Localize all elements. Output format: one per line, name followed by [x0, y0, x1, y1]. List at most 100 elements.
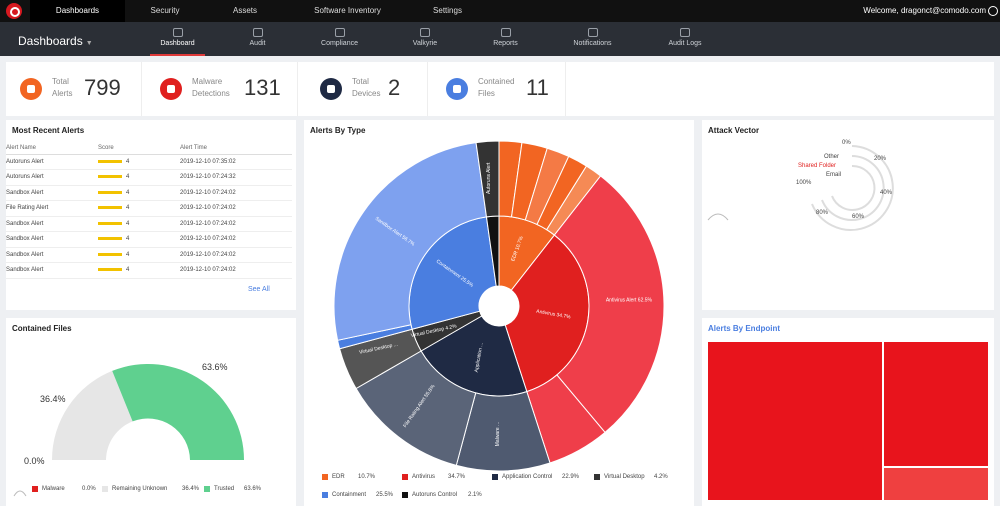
treemap-endpoint-2[interactable] [884, 342, 988, 466]
score-bar [98, 237, 122, 241]
dashboards-title[interactable]: Dashboards ▼ [18, 34, 93, 48]
sunburst-label: Malware ... [495, 422, 501, 446]
bell-icon [587, 28, 598, 37]
stat-total-alerts[interactable]: Total Alerts 799 [6, 62, 142, 116]
stat-total-devices[interactable]: Total Devices 2 [306, 62, 428, 116]
table-row[interactable]: Sandbox Alert 4 2019-12-10 07:24:02 [6, 185, 292, 201]
alert-name: Sandbox Alert [6, 185, 98, 201]
tab-reports[interactable]: Reports [483, 22, 528, 56]
legend-antivirus[interactable]: Antivirus 34.7% [402, 474, 465, 480]
outer-autoruns-alert[interactable] [475, 140, 500, 218]
monitor-icon [172, 28, 183, 37]
sunburst-label: Application ... [474, 342, 485, 373]
legend-application-control[interactable]: Application Control 22.9% [492, 474, 579, 480]
stat-malware-detections[interactable]: Malware Detections 131 [146, 62, 298, 116]
tab-valkyrie[interactable]: Valkyrie [400, 22, 450, 56]
tab-label: Compliance [321, 40, 358, 47]
radial-ring [831, 164, 876, 211]
alert-time: 2019-12-10 07:24:02 [180, 262, 292, 279]
column-header[interactable]: Alert Time [180, 142, 292, 155]
table-row[interactable]: Sandbox Alert 4 2019-12-10 07:24:02 [6, 231, 292, 248]
alert-time: 2019-12-10 07:24:02 [180, 247, 292, 263]
gauge-trusted[interactable] [112, 363, 245, 460]
alert-name: Autoruns Alert [6, 169, 98, 186]
radial-ring [811, 145, 894, 231]
bell-icon [20, 78, 42, 100]
score-bar [98, 206, 122, 210]
top-nav-dashboards[interactable]: Dashboards [30, 0, 125, 22]
table-row[interactable]: Autoruns Alert 4 2019-12-10 07:35:02 [6, 154, 292, 170]
treemap-endpoint-1[interactable] [708, 342, 882, 500]
alert-name: Sandbox Alert [6, 247, 98, 263]
outer-sandbox-alert[interactable] [333, 142, 488, 341]
attack-vector-panel: Attack Vector Other Shared Folder Email … [702, 120, 994, 310]
panel-title: Alerts By Endpoint [708, 324, 781, 333]
see-all-link[interactable]: See All [248, 286, 270, 293]
panel-title: Alerts By Type [310, 126, 366, 135]
table-row[interactable]: Autoruns Alert 4 2019-12-10 07:24:32 [6, 169, 292, 186]
legend-autoruns-control[interactable]: Autoruns Control 2.1% [402, 492, 482, 498]
chevron-down-icon: ▼ [85, 40, 93, 47]
sparkline-icon [13, 490, 27, 497]
legend-edr[interactable]: EDR 10.7% [322, 474, 375, 480]
top-nav-settings[interactable]: Settings [433, 6, 462, 15]
stat-label: Total Alerts [52, 77, 73, 98]
stat-contained-files[interactable]: Contained Files 11 [432, 62, 566, 116]
stats-panel: Total Alerts 799 Malware Detections 131 To… [6, 62, 994, 116]
panel-title: Most Recent Alerts [12, 126, 85, 135]
vector-email[interactable]: Email [826, 172, 842, 178]
table-row[interactable]: Sandbox Alert 4 2019-12-10 07:24:02 [6, 247, 292, 263]
tab-audit[interactable]: Audit [235, 22, 280, 56]
user-icon[interactable] [988, 6, 998, 16]
stat-value: 11 [526, 75, 549, 100]
gauge-remaining-unknown[interactable] [51, 370, 133, 460]
tab-dashboard[interactable]: Dashboard [150, 22, 205, 56]
bug-icon [160, 78, 182, 100]
table-row[interactable]: Sandbox Alert 4 2019-12-10 07:24:02 [6, 262, 292, 279]
tab-compliance[interactable]: Compliance [312, 22, 367, 56]
alert-time: 2019-12-10 07:24:02 [180, 216, 292, 232]
top-nav-security[interactable]: Security [150, 6, 180, 15]
vector-shared-folder[interactable]: Shared Folder [798, 163, 837, 169]
legend-virtual-desktop[interactable]: Virtual Desktop 4.2% [594, 474, 668, 480]
column-header[interactable]: Score [98, 142, 180, 155]
tick-label: 60% [852, 214, 865, 220]
treemap-endpoint-3[interactable] [884, 468, 988, 500]
stat-value: 2 [388, 75, 401, 100]
panel-title: Attack Vector [708, 126, 760, 135]
table-row[interactable]: File Rating Alert 4 2019-12-10 07:24:02 [6, 200, 292, 217]
tab-notifications[interactable]: Notifications [565, 22, 620, 56]
legend-malware[interactable]: Malware 0.0% [32, 486, 104, 492]
sunburst-label: Antivirus Alert 62.5% [606, 297, 653, 303]
tab-label: Audit [249, 40, 266, 47]
comodo-logo-icon[interactable] [6, 3, 22, 19]
gauge-label-unknown: 36.4% [40, 394, 66, 404]
column-header[interactable]: Alert Name [6, 142, 98, 155]
top-nav: Dashboards Security Assets Software Inve… [30, 0, 485, 22]
tab-label: Audit Logs [668, 40, 702, 47]
tick-label: 40% [880, 190, 893, 196]
alert-score: 4 [98, 247, 180, 263]
gauge-label-zero: 0.0% [24, 456, 45, 466]
vector-other[interactable]: Other [824, 154, 840, 160]
legend-containment[interactable]: Containment 25.5% [322, 492, 393, 498]
tab-audit-logs[interactable]: Audit Logs [660, 22, 710, 56]
welcome-user[interactable]: Welcome, dragonct@comodo.com [863, 6, 986, 15]
tab-label: Dashboard [160, 40, 195, 47]
audit-icon [252, 28, 263, 37]
score-bar [98, 159, 122, 163]
table-row[interactable]: Sandbox Alert 4 2019-12-10 07:24:02 [6, 216, 292, 232]
legend-trusted[interactable]: Trusted 63.6% [204, 486, 261, 492]
top-nav-software-inventory[interactable]: Software Inventory [314, 6, 381, 15]
top-nav-assets[interactable]: Assets [232, 6, 257, 15]
alerts-by-type-panel: Alerts By Type EDR 10.7% Antivirus 34.7% C… [304, 120, 694, 506]
legend-remaining-unknown[interactable]: Remaining Unknown 36.4% [102, 486, 208, 492]
outer-antivirus-alert[interactable] [553, 175, 665, 434]
file-icon [446, 78, 468, 100]
contained-files-panel: Contained Files 0.0% 36.4% 63.6% Malware… [6, 318, 296, 506]
sunburst-center [481, 288, 517, 324]
alert-time: 2019-12-10 07:24:02 [180, 185, 292, 201]
sub-bar: Dashboards ▼ Dashboard Audit Compliance V… [0, 22, 1000, 56]
compliance-icon [334, 28, 345, 37]
stat-label: Contained Files [478, 77, 515, 98]
